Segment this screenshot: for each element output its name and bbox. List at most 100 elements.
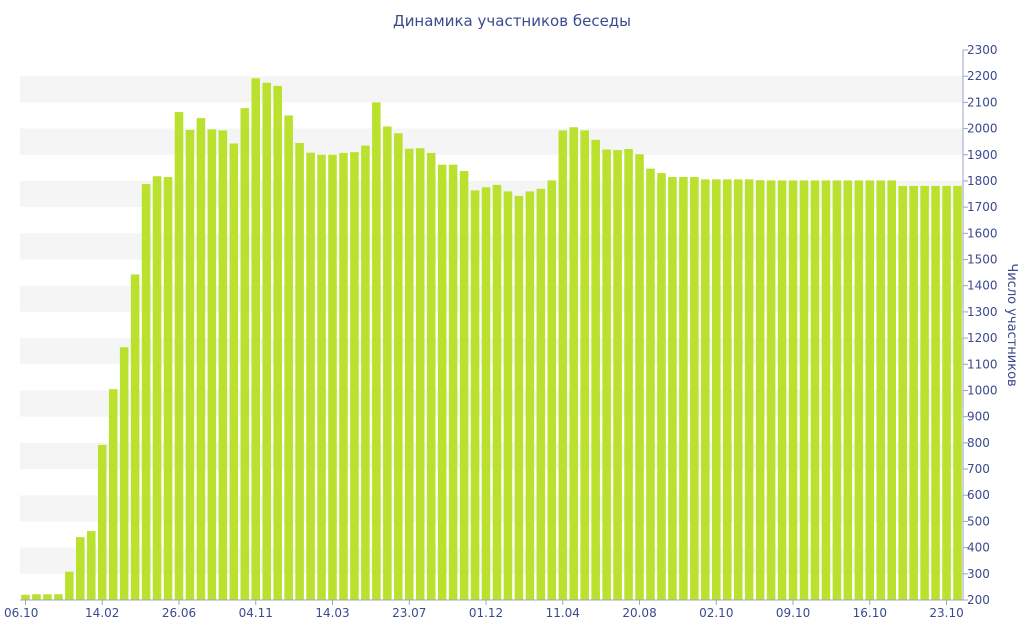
y-tick-label: 2300 [967, 43, 998, 57]
bar [97, 444, 107, 600]
bar [492, 184, 502, 600]
bar [865, 180, 875, 600]
bar [744, 179, 754, 600]
bar [799, 180, 809, 600]
bar [503, 191, 513, 600]
bar [887, 180, 896, 600]
bar [679, 177, 688, 600]
y-tick-label: 200 [967, 593, 990, 607]
y-tick-label: 2200 [967, 69, 998, 83]
x-tick-label: 14.03 [315, 606, 349, 620]
bar [119, 347, 129, 600]
y-tick-label: 700 [967, 462, 990, 476]
bar [339, 152, 348, 600]
bar [361, 145, 370, 600]
bar [152, 176, 162, 601]
bar [130, 274, 140, 600]
grid-band [20, 180, 963, 208]
y-tick-label: 900 [967, 410, 990, 424]
bar [931, 185, 940, 600]
bar [766, 180, 776, 600]
bar [448, 164, 458, 600]
bar [514, 195, 524, 600]
y-tick-label: 1000 [967, 383, 998, 397]
bar [383, 126, 392, 600]
y-tick-label: 1900 [967, 148, 998, 162]
x-tick-label: 02.10 [699, 606, 733, 620]
y-tick-label: 300 [967, 567, 990, 581]
bar [722, 179, 732, 600]
bar [415, 148, 425, 600]
bar [942, 185, 951, 600]
grid-band [20, 390, 963, 417]
bar [21, 594, 30, 600]
bar [229, 143, 239, 600]
bar [350, 152, 359, 600]
bar [87, 531, 96, 600]
bar [317, 154, 326, 600]
bar [843, 180, 853, 600]
bar [580, 130, 589, 600]
chart-title: Динамика участников беседы [392, 12, 632, 30]
bar [525, 191, 535, 600]
y-axis-label: Число участников [1004, 263, 1019, 386]
bar [240, 108, 250, 600]
x-tick-label: 01.12 [469, 606, 503, 620]
bar [733, 179, 743, 600]
y-tick-label: 1300 [967, 305, 998, 319]
bar [624, 149, 633, 600]
bar [32, 594, 41, 600]
x-tick-label: 26.06 [162, 606, 196, 620]
y-tick-label: 800 [967, 436, 990, 450]
bar [591, 139, 600, 600]
x-tick-label: 23.07 [392, 606, 426, 620]
x-tick-label: 14.02 [85, 606, 119, 620]
bar [876, 180, 886, 600]
bar [218, 130, 228, 600]
bar [108, 389, 118, 600]
bar [163, 177, 173, 600]
bar [273, 85, 282, 600]
bar [481, 187, 491, 601]
bar [898, 185, 907, 600]
bar [646, 168, 655, 600]
bar [437, 164, 447, 600]
grid-band [20, 128, 963, 155]
bar [558, 130, 568, 600]
bar [328, 154, 337, 600]
grid-band [20, 495, 963, 522]
bar [43, 594, 52, 600]
x-tick-label: 09.10 [776, 606, 810, 620]
x-tick-label: 06.10 [4, 606, 38, 620]
bar [251, 78, 261, 601]
y-axis-ticks: 200 300 400 500 600 700 800 900 1000 1100 1200 1300… [963, 43, 998, 607]
grid-band [20, 338, 963, 365]
bar [701, 179, 710, 600]
bar [777, 180, 787, 600]
grid-band [20, 76, 963, 103]
y-tick-label: 1400 [967, 279, 998, 293]
bar [547, 180, 557, 600]
bar [174, 112, 184, 600]
x-tick-label: 16.10 [853, 606, 887, 620]
bar [76, 537, 85, 600]
bars-group [21, 78, 962, 601]
y-tick-label: 1600 [967, 226, 998, 240]
bar [909, 185, 918, 600]
bar [426, 152, 436, 600]
x-axis-ticks: 06.10 14.02 26.06 04.11 14.03 23.07 01.12 11.04… [4, 600, 964, 620]
bar [372, 102, 381, 600]
grid-band [20, 285, 963, 312]
y-tick-label: 1500 [967, 253, 998, 267]
bar [613, 150, 622, 601]
y-tick-label: 1200 [967, 331, 998, 345]
bar [832, 180, 842, 600]
bar [459, 171, 469, 600]
bar [295, 142, 304, 601]
y-tick-label: 2000 [967, 122, 998, 136]
bar [690, 177, 699, 600]
bar [196, 118, 206, 600]
bar [185, 129, 195, 600]
y-tick-label: 600 [967, 488, 990, 502]
